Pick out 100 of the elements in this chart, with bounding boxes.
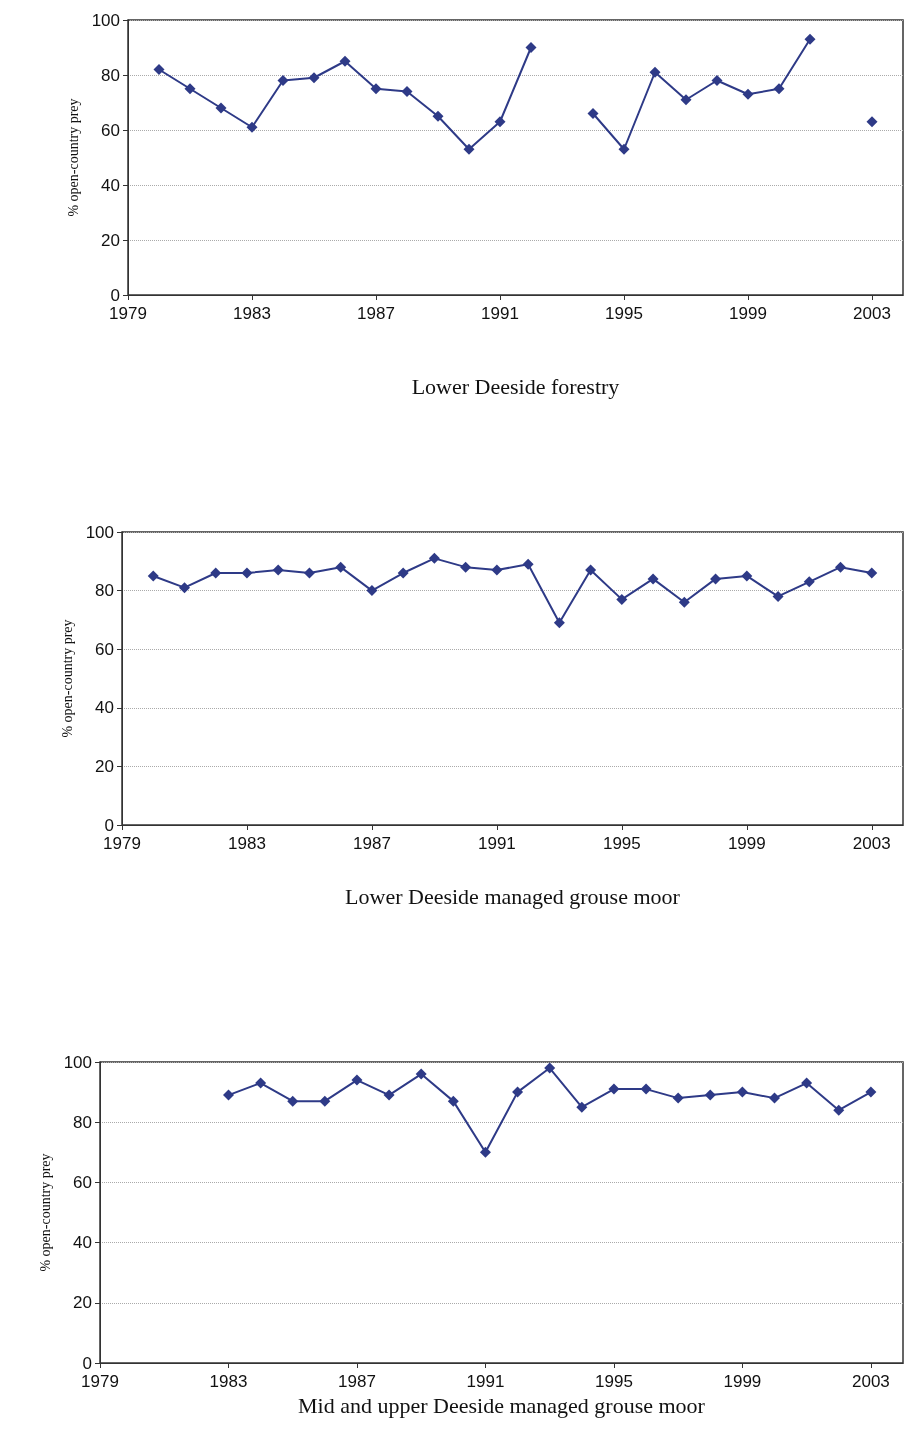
x-tick-label: 1979	[109, 304, 147, 323]
x-tick-label: 2003	[852, 834, 891, 853]
point	[608, 1083, 620, 1095]
x-tick-label: 1999	[727, 834, 766, 853]
point	[553, 617, 565, 629]
point	[649, 66, 661, 78]
point	[544, 1062, 556, 1074]
y-tick-label: 60	[101, 120, 120, 140]
point	[287, 1095, 299, 1107]
x-axis-title: Mid and upper Deeside managed grouse moor	[298, 1393, 706, 1419]
y-tick-label: 0	[110, 285, 120, 305]
point	[491, 564, 503, 576]
point	[525, 42, 537, 53]
point	[742, 88, 754, 100]
y-tick-label: 20	[95, 756, 114, 776]
point	[210, 567, 222, 579]
point	[222, 1089, 234, 1101]
point	[351, 1074, 363, 1086]
point	[672, 1092, 684, 1104]
point	[618, 143, 630, 155]
point	[447, 1095, 459, 1107]
point	[246, 121, 258, 133]
point	[801, 1077, 813, 1089]
point	[370, 83, 382, 95]
x-tick-label: 1995	[605, 304, 643, 323]
y-axis-title: % open-country prey	[66, 98, 82, 217]
point	[769, 1092, 781, 1104]
x-tick-label: 1983	[233, 304, 271, 323]
y-tick-label: 40	[95, 698, 114, 718]
point	[736, 1086, 748, 1098]
point	[803, 576, 815, 588]
point	[479, 1146, 491, 1158]
x-tick-label: 1983	[209, 1372, 248, 1391]
point	[463, 143, 475, 155]
y-tick-label: 100	[91, 10, 120, 30]
x-tick-label: 1979	[81, 1372, 119, 1391]
point	[432, 110, 444, 122]
y-tick-label: 40	[101, 175, 120, 195]
y-axis-title: % open-country prey	[38, 1153, 54, 1272]
point	[184, 83, 196, 95]
point	[772, 590, 784, 602]
point	[678, 596, 690, 608]
point	[680, 94, 692, 106]
point	[178, 582, 190, 594]
point	[576, 1101, 588, 1113]
x-tick-label: 1991	[477, 834, 516, 853]
y-tick-label: 80	[101, 65, 120, 85]
x-axis-title: Lower Deeside forestry	[411, 373, 620, 399]
point	[319, 1095, 331, 1107]
point	[339, 55, 351, 67]
x-tick-label: 1991	[481, 304, 519, 323]
point	[741, 570, 753, 582]
point	[585, 564, 597, 576]
point	[397, 567, 409, 579]
point	[494, 116, 506, 128]
x-axis-title: Lower Deeside managed grouse moor	[345, 883, 681, 909]
x-tick-label: 1987	[357, 304, 395, 323]
point	[153, 64, 165, 75]
x-tick-label: 1999	[723, 1372, 762, 1391]
point	[383, 1089, 395, 1101]
point	[704, 1089, 716, 1101]
x-tick-label: 2003	[851, 1372, 890, 1391]
y-tick-label: 0	[82, 1353, 92, 1373]
point	[833, 1104, 845, 1116]
x-tick-label: 1995	[602, 834, 641, 853]
point	[308, 72, 320, 84]
y-tick-label: 80	[95, 581, 114, 601]
point	[587, 108, 599, 119]
point	[710, 573, 722, 585]
point	[366, 585, 378, 597]
point	[866, 116, 878, 128]
point	[241, 567, 253, 579]
point	[522, 558, 534, 570]
y-tick-label: 80	[73, 1112, 92, 1132]
y-tick-label: 100	[85, 522, 114, 542]
y-tick-label: 40	[73, 1233, 92, 1253]
x-tick-label: 2003	[853, 304, 891, 323]
x-tick-label: 1991	[466, 1372, 505, 1391]
point	[835, 561, 847, 573]
x-tick-label: 1983	[228, 834, 266, 853]
point	[277, 75, 289, 86]
point	[773, 83, 785, 95]
point	[711, 75, 723, 86]
point	[272, 564, 284, 576]
y-tick-label: 20	[101, 230, 120, 250]
point	[303, 567, 315, 579]
y-tick-label: 0	[104, 815, 114, 835]
point	[616, 593, 628, 605]
point	[335, 561, 347, 573]
point	[460, 561, 472, 573]
x-tick-label: 1999	[729, 304, 767, 323]
x-tick-label: 1979	[103, 834, 141, 853]
point	[401, 86, 413, 97]
point	[255, 1077, 267, 1089]
point	[804, 33, 816, 45]
y-tick-label: 60	[95, 639, 114, 659]
x-tick-label: 1987	[338, 1372, 376, 1391]
y-tick-label: 20	[73, 1293, 92, 1313]
y-tick-label: 100	[63, 1052, 92, 1072]
point	[865, 1086, 877, 1098]
